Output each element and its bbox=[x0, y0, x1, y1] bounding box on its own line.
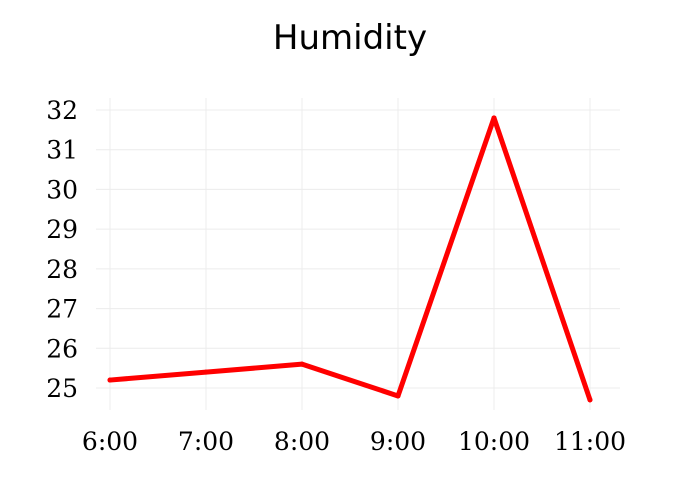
y-tick-label: 25 bbox=[46, 374, 78, 403]
x-axis-ticks: 6:00 7:00 8:00 9:00 10:00 11:00 bbox=[82, 427, 626, 456]
x-tick-label: 10:00 bbox=[458, 427, 530, 456]
y-tick-label: 28 bbox=[46, 255, 78, 284]
chart-title: Humidity bbox=[273, 18, 427, 58]
data-point bbox=[491, 115, 497, 121]
y-axis-ticks: 25 26 27 28 29 30 31 32 bbox=[46, 96, 78, 403]
series-layer bbox=[107, 115, 593, 403]
y-tick-label: 29 bbox=[46, 215, 78, 244]
x-tick-label: 9:00 bbox=[370, 427, 426, 456]
data-point bbox=[203, 369, 209, 375]
y-tick-label: 30 bbox=[46, 175, 78, 204]
y-tick-label: 27 bbox=[46, 295, 78, 324]
y-tick-label: 26 bbox=[46, 334, 78, 363]
x-tick-label: 11:00 bbox=[554, 427, 626, 456]
series-line-humidity bbox=[107, 115, 593, 403]
x-tick-label: 7:00 bbox=[178, 427, 234, 456]
data-point bbox=[395, 393, 401, 399]
y-tick-label: 31 bbox=[46, 136, 78, 165]
data-point bbox=[587, 397, 593, 403]
x-tick-label: 6:00 bbox=[82, 427, 138, 456]
grid-layer bbox=[96, 98, 620, 410]
x-tick-label: 8:00 bbox=[274, 427, 330, 456]
y-tick-label: 32 bbox=[46, 96, 78, 125]
data-point bbox=[107, 377, 113, 383]
data-point bbox=[299, 361, 305, 367]
